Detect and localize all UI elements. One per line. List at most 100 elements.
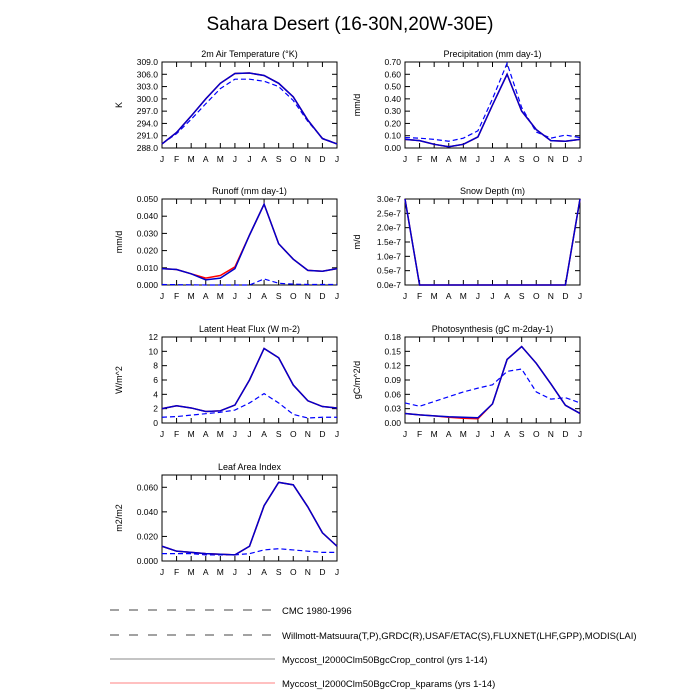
x-tick-label: J xyxy=(335,291,339,301)
y-tick-label: 0.050 xyxy=(137,194,159,204)
x-tick-label: J xyxy=(578,154,582,164)
plot-frame xyxy=(161,198,338,286)
x-tick-label: M xyxy=(460,154,467,164)
x-tick-label: A xyxy=(446,154,452,164)
series-kparams xyxy=(161,202,338,279)
series-obs xyxy=(161,278,337,286)
y-tick-label: 0.60 xyxy=(384,69,401,79)
x-tick-label: J xyxy=(403,291,407,301)
y-tick-label: 0.00 xyxy=(384,143,401,153)
x-tick-label: M xyxy=(460,429,467,439)
series-control xyxy=(161,72,338,145)
plot-frame xyxy=(404,336,581,424)
x-tick-label: J xyxy=(233,291,237,301)
x-tick-label: J xyxy=(490,291,494,301)
x-tick-label: M xyxy=(460,291,467,301)
y-tick-label: 306.0 xyxy=(137,69,159,79)
x-tick-label: N xyxy=(305,291,311,301)
x-tick-label: D xyxy=(562,429,568,439)
x-tick-label: A xyxy=(203,567,209,577)
y-tick-label: 0 xyxy=(153,418,158,428)
panel-1: Precipitation (mm day-1)mm/dJ F M A M J J A S O N D… xyxy=(352,49,582,164)
y-tick-label: 0.30 xyxy=(384,106,401,116)
y-axis-label: m2/m2 xyxy=(114,504,124,532)
x-tick-label: S xyxy=(519,429,525,439)
x-tick-label: J xyxy=(233,429,237,439)
x-tick-label: S xyxy=(519,154,525,164)
x-tick-label: J xyxy=(476,154,480,164)
x-tick-label: J xyxy=(490,429,494,439)
x-tick-label: F xyxy=(174,429,179,439)
x-tick-label: J xyxy=(335,154,339,164)
series-control xyxy=(161,202,338,281)
y-tick-label: 0.020 xyxy=(137,531,159,541)
y-tick-label: 300.0 xyxy=(137,94,159,104)
x-tick-label: O xyxy=(290,567,297,577)
x-tick-label: D xyxy=(319,567,325,577)
y-tick-label: 288.0 xyxy=(137,143,159,153)
x-tick-label: D xyxy=(562,154,568,164)
panel-title: Precipitation (mm day-1) xyxy=(443,49,541,59)
x-tick-label: M xyxy=(188,429,195,439)
panel-2: Runoff (mm day-1)mm/dJ F M A M J J A S O N D J0.0000… xyxy=(114,186,339,301)
y-tick-label: 2.0e-7 xyxy=(377,223,401,233)
x-tick-label: F xyxy=(174,291,179,301)
y-tick-label: 0.020 xyxy=(137,246,159,256)
y-tick-label: 0.000 xyxy=(137,280,159,290)
x-tick-label: S xyxy=(519,291,525,301)
series-kparams xyxy=(161,72,338,145)
x-tick-label: J xyxy=(335,429,339,439)
series-control xyxy=(404,345,581,419)
legend: CMC 1980-1996 Willmott-Matsuura(T,P),GRDC… xyxy=(110,606,637,690)
y-tick-label: 1.0e-7 xyxy=(377,251,401,261)
y-tick-label: 294.0 xyxy=(137,118,159,128)
x-tick-label: J xyxy=(160,291,164,301)
plot-frame xyxy=(404,198,581,286)
plot-frame xyxy=(161,61,338,149)
y-axis-label: mm/d xyxy=(352,94,362,117)
x-tick-label: N xyxy=(305,154,311,164)
x-tick-label: A xyxy=(446,429,452,439)
x-tick-label: A xyxy=(203,429,209,439)
x-tick-label: A xyxy=(203,291,209,301)
series-obs xyxy=(162,548,337,556)
x-tick-label: J xyxy=(578,291,582,301)
y-tick-label: 12 xyxy=(149,332,159,342)
x-tick-label: J xyxy=(578,429,582,439)
x-tick-label: A xyxy=(504,291,510,301)
x-tick-label: J xyxy=(247,291,251,301)
series-control xyxy=(404,198,581,286)
panel-title: Snow Depth (m) xyxy=(460,186,525,196)
x-tick-label: A xyxy=(446,291,452,301)
y-tick-label: 2 xyxy=(153,404,158,414)
x-tick-label: F xyxy=(417,291,422,301)
plot-frame xyxy=(161,474,338,562)
x-tick-label: D xyxy=(319,291,325,301)
panel-title: Leaf Area Index xyxy=(218,462,282,472)
y-tick-label: 0.40 xyxy=(384,94,401,104)
y-tick-label: 0.040 xyxy=(137,211,159,221)
series-kparams xyxy=(404,345,581,420)
panel-title: Latent Heat Flux (W m-2) xyxy=(199,324,300,334)
x-tick-label: A xyxy=(504,429,510,439)
panel-3: Snow Depth (m)m/dJ F M A M J J A S O N D J0.0e-70.5e… xyxy=(352,186,582,301)
y-tick-label: 0.03 xyxy=(384,404,401,414)
x-tick-label: J xyxy=(160,154,164,164)
x-tick-label: O xyxy=(533,291,540,301)
y-tick-label: 2.5e-7 xyxy=(377,208,401,218)
y-tick-label: 0.5e-7 xyxy=(377,266,401,276)
legend-label: Willmott-Matsuura(T,P),GRDC(R),USAF/ETAC… xyxy=(282,631,637,642)
x-tick-label: J xyxy=(233,154,237,164)
x-tick-label: J xyxy=(476,291,480,301)
x-tick-label: F xyxy=(174,567,179,577)
series-obs xyxy=(161,78,338,145)
y-tick-label: 291.0 xyxy=(137,131,159,141)
y-tick-label: 0.50 xyxy=(384,82,401,92)
x-tick-label: J xyxy=(490,154,494,164)
x-tick-label: A xyxy=(203,154,209,164)
x-tick-label: O xyxy=(290,429,297,439)
y-tick-label: 0.10 xyxy=(384,131,401,141)
x-tick-label: N xyxy=(305,567,311,577)
